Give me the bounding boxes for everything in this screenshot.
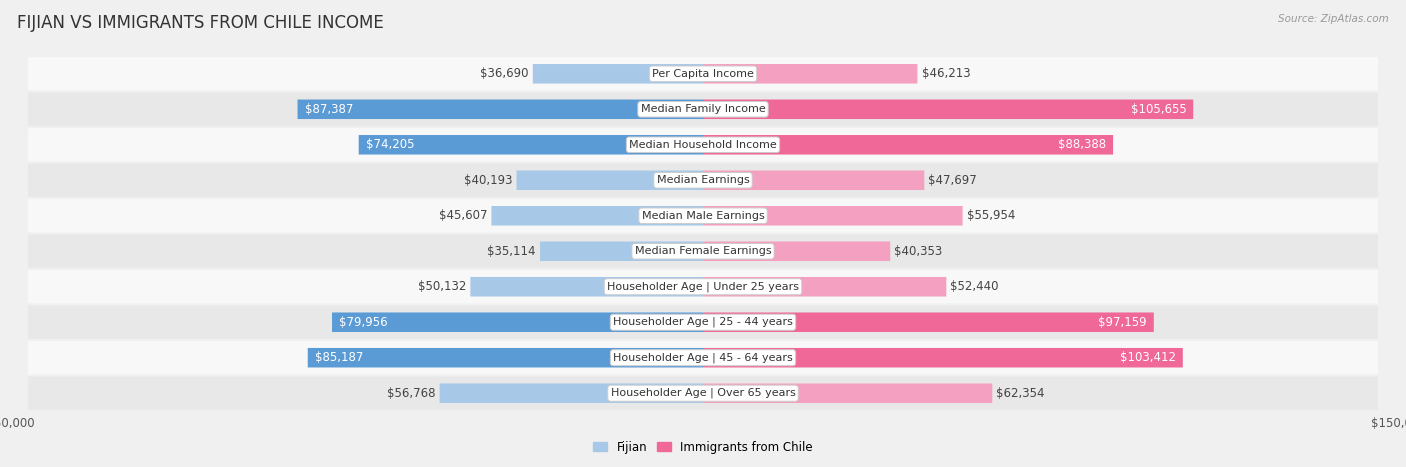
FancyBboxPatch shape	[28, 234, 1378, 268]
FancyBboxPatch shape	[540, 241, 703, 261]
Legend: Fijian, Immigrants from Chile: Fijian, Immigrants from Chile	[588, 436, 818, 458]
Text: $47,697: $47,697	[928, 174, 977, 187]
Text: $50,132: $50,132	[418, 280, 467, 293]
FancyBboxPatch shape	[28, 163, 1378, 197]
Text: FIJIAN VS IMMIGRANTS FROM CHILE INCOME: FIJIAN VS IMMIGRANTS FROM CHILE INCOME	[17, 14, 384, 32]
Text: Householder Age | 45 - 64 years: Householder Age | 45 - 64 years	[613, 353, 793, 363]
Text: $87,387: $87,387	[305, 103, 353, 116]
FancyBboxPatch shape	[28, 270, 1378, 304]
FancyBboxPatch shape	[703, 348, 1182, 368]
FancyBboxPatch shape	[308, 348, 703, 368]
Text: $103,412: $103,412	[1119, 351, 1175, 364]
FancyBboxPatch shape	[28, 341, 1378, 375]
FancyBboxPatch shape	[703, 383, 993, 403]
FancyBboxPatch shape	[28, 92, 1378, 126]
Text: Median Household Income: Median Household Income	[628, 140, 778, 150]
Text: $79,956: $79,956	[339, 316, 388, 329]
Text: Median Female Earnings: Median Female Earnings	[634, 246, 772, 256]
FancyBboxPatch shape	[28, 57, 1378, 91]
FancyBboxPatch shape	[703, 170, 924, 190]
FancyBboxPatch shape	[491, 206, 703, 226]
Text: Per Capita Income: Per Capita Income	[652, 69, 754, 79]
Text: Median Family Income: Median Family Income	[641, 104, 765, 114]
FancyBboxPatch shape	[440, 383, 703, 403]
Text: $62,354: $62,354	[997, 387, 1045, 400]
FancyBboxPatch shape	[516, 170, 703, 190]
Text: $55,954: $55,954	[967, 209, 1015, 222]
FancyBboxPatch shape	[703, 277, 946, 297]
Text: $52,440: $52,440	[950, 280, 1000, 293]
Text: $74,205: $74,205	[366, 138, 415, 151]
Text: Householder Age | Under 25 years: Householder Age | Under 25 years	[607, 282, 799, 292]
Text: $46,213: $46,213	[921, 67, 970, 80]
Text: Householder Age | Over 65 years: Householder Age | Over 65 years	[610, 388, 796, 398]
Text: Source: ZipAtlas.com: Source: ZipAtlas.com	[1278, 14, 1389, 24]
Text: $40,353: $40,353	[894, 245, 942, 258]
Text: $40,193: $40,193	[464, 174, 512, 187]
FancyBboxPatch shape	[28, 128, 1378, 162]
FancyBboxPatch shape	[703, 241, 890, 261]
FancyBboxPatch shape	[359, 135, 703, 155]
FancyBboxPatch shape	[703, 99, 1194, 119]
FancyBboxPatch shape	[703, 64, 918, 84]
FancyBboxPatch shape	[28, 199, 1378, 233]
FancyBboxPatch shape	[703, 135, 1114, 155]
Text: $88,388: $88,388	[1059, 138, 1107, 151]
Text: $105,655: $105,655	[1130, 103, 1187, 116]
FancyBboxPatch shape	[298, 99, 703, 119]
Text: $56,768: $56,768	[387, 387, 436, 400]
FancyBboxPatch shape	[703, 206, 963, 226]
FancyBboxPatch shape	[28, 376, 1378, 410]
Text: Median Earnings: Median Earnings	[657, 175, 749, 185]
FancyBboxPatch shape	[332, 312, 703, 332]
Text: Householder Age | 25 - 44 years: Householder Age | 25 - 44 years	[613, 317, 793, 327]
Text: $36,690: $36,690	[479, 67, 529, 80]
Text: Median Male Earnings: Median Male Earnings	[641, 211, 765, 221]
FancyBboxPatch shape	[471, 277, 703, 297]
FancyBboxPatch shape	[28, 305, 1378, 339]
Text: $85,187: $85,187	[315, 351, 363, 364]
Text: $97,159: $97,159	[1098, 316, 1147, 329]
FancyBboxPatch shape	[533, 64, 703, 84]
Text: $45,607: $45,607	[439, 209, 488, 222]
FancyBboxPatch shape	[703, 312, 1154, 332]
Text: $35,114: $35,114	[488, 245, 536, 258]
